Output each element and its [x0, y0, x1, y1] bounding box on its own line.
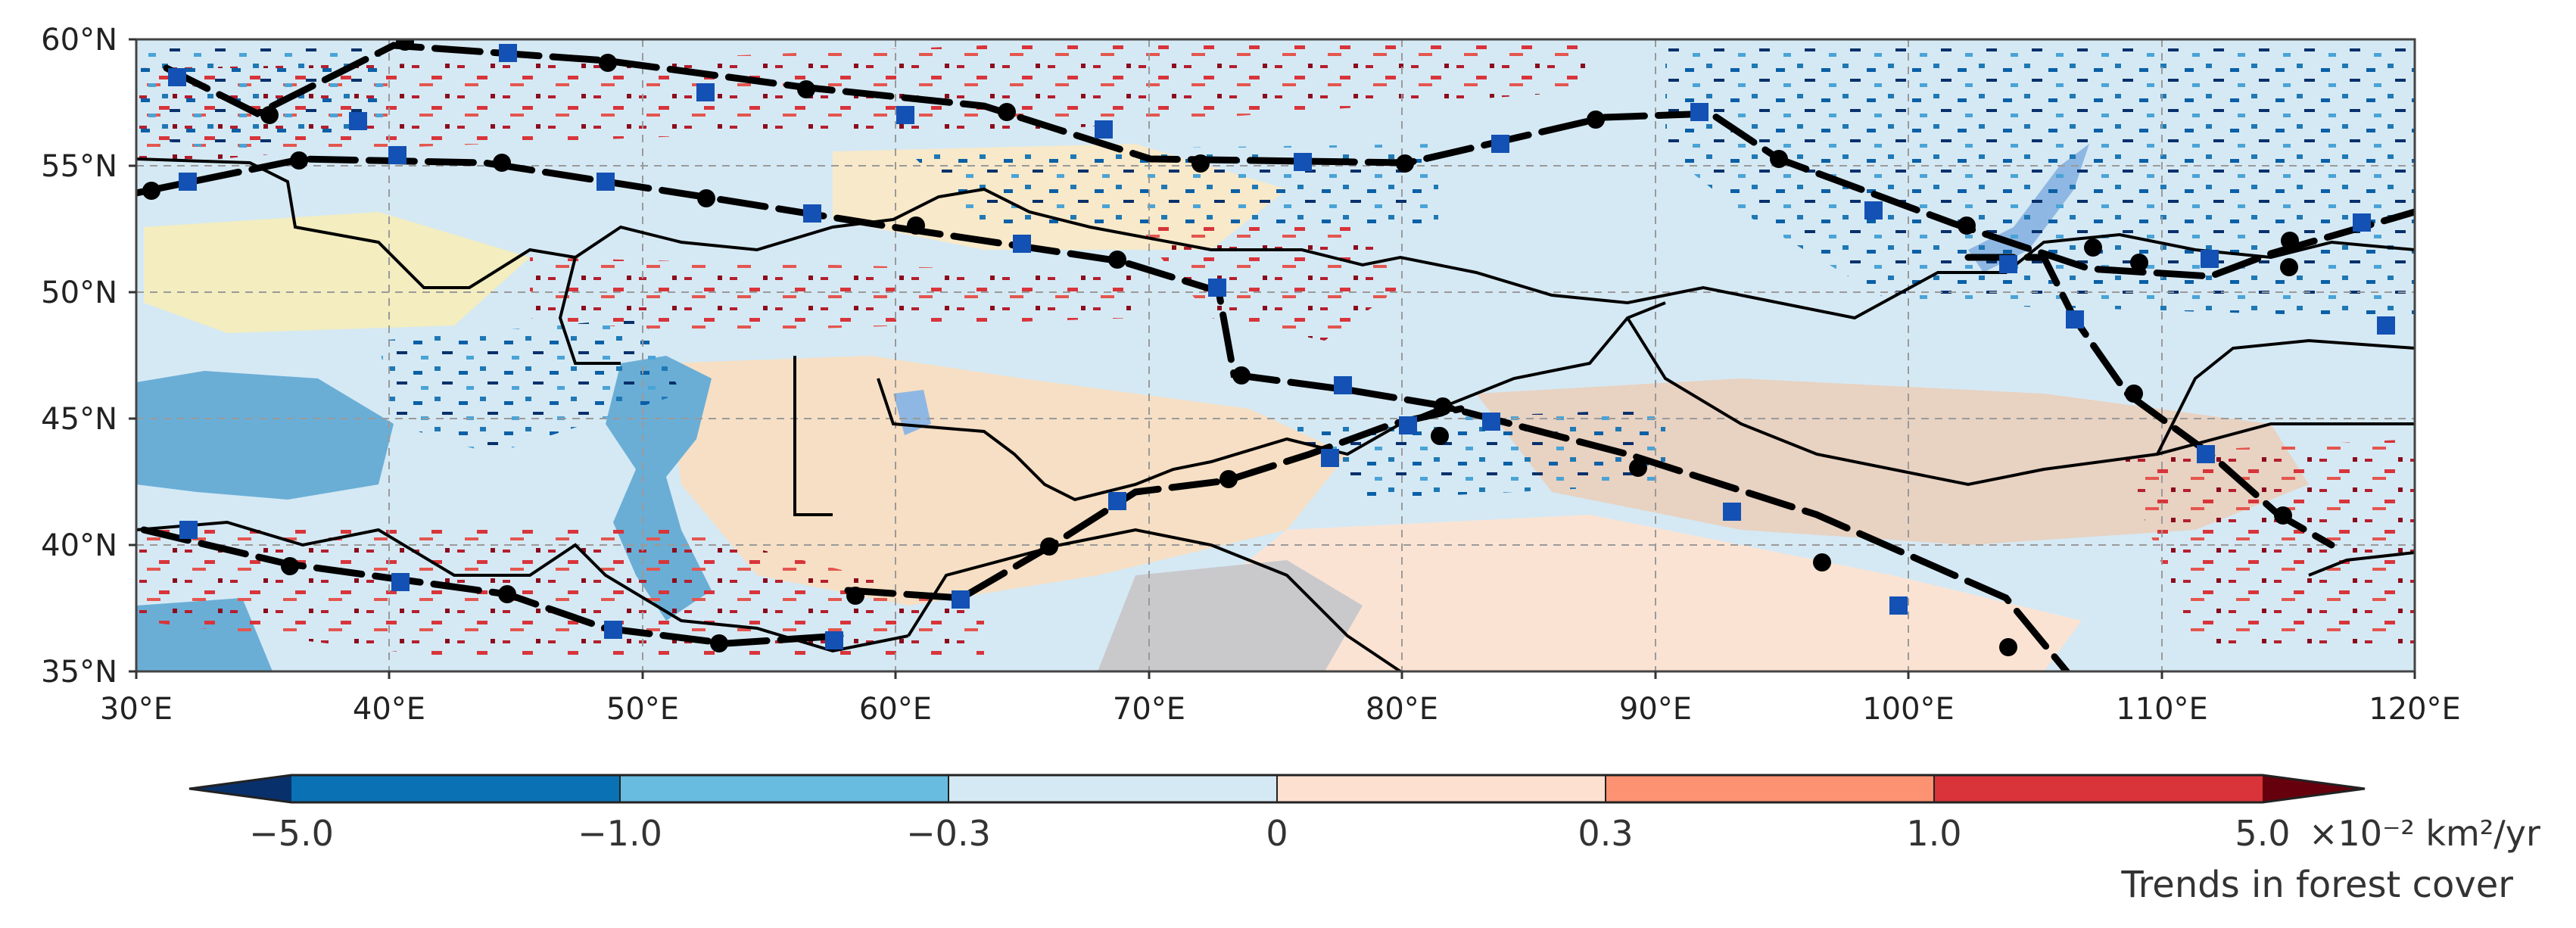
lat-tick-label: 60°N: [41, 23, 117, 58]
blue-band-caucasus: [378, 318, 681, 454]
route-central-south: [844, 405, 1465, 602]
gridlines: [136, 39, 2415, 671]
latitude-axis: 60°N 55°N 50°N 45°N 40°N 35°N: [41, 23, 136, 690]
colorbar-tick-label: −1.0: [578, 813, 662, 854]
colorbar-caption: Trends in forest cover: [2120, 864, 2513, 906]
lon-tick-label: 60°E: [859, 692, 932, 727]
colorbar-extend-high: [2263, 775, 2365, 802]
tarim-desert-zone: [1476, 378, 2309, 545]
lat-tick-label: 55°N: [41, 149, 117, 184]
colorbar-extend-low: [189, 775, 291, 802]
colorbar: −5.0 −1.0 −0.3 0 0.3 1.0 5.0 ×10⁻² km²/y…: [188, 774, 2540, 906]
colorbar-segment: [1277, 775, 1606, 802]
lon-tick-label: 110°E: [2116, 692, 2208, 727]
blue-band-northeast: [1665, 45, 2415, 318]
southern-warm-zone: [1173, 515, 2082, 671]
lat-tick-label: 50°N: [41, 276, 117, 310]
colorbar-unit-label: ×10⁻² km²/yr: [2309, 813, 2540, 854]
red-band-central: [530, 257, 1135, 333]
route-south: [140, 526, 844, 647]
west-yellow-zone: [144, 212, 530, 333]
red-band-south: [136, 530, 984, 659]
colorbar-tick-label: −5.0: [249, 813, 334, 854]
colorbar-tick-label: −0.3: [906, 813, 991, 854]
lon-tick-label: 100°E: [1862, 692, 1955, 727]
colorbar-segment: [1934, 775, 2263, 802]
blue-band-west: [136, 45, 394, 151]
colorbar-tick-label: 5.0: [2235, 813, 2290, 854]
square-markers: [168, 44, 2395, 649]
lon-tick-label: 30°E: [100, 692, 173, 727]
colorbar-tick-label: 0: [1266, 813, 1288, 854]
lat-tick-label: 45°N: [41, 402, 117, 437]
colorbar-segment: [1606, 775, 1934, 802]
colorbar-outline: [188, 774, 2366, 804]
lat-tick-label: 40°N: [41, 528, 117, 563]
longitude-axis: 30°E 40°E 50°E 60°E 70°E 80°E 90°E 100°E…: [100, 671, 2461, 727]
colorbar-segment: [948, 775, 1277, 802]
colorbar-segment: [291, 775, 620, 802]
lon-tick-label: 40°E: [353, 692, 425, 727]
black-sea: [136, 371, 394, 500]
red-band-kazakh: [1135, 227, 1400, 341]
himalaya-grey-zone: [1098, 560, 1363, 671]
red-band-north: [136, 45, 1590, 167]
map-frame: [135, 38, 2416, 673]
map-panel: [135, 38, 2416, 673]
lon-tick-label: 80°E: [1366, 692, 1438, 727]
lon-tick-label: 90°E: [1619, 692, 1692, 727]
lon-tick-label: 120°E: [2369, 692, 2461, 727]
colorbar-tick-label: 1.0: [1906, 813, 1961, 854]
lat-tick-label: 35°N: [41, 655, 117, 690]
lon-tick-label: 50°E: [606, 692, 679, 727]
colorbar-segment: [620, 775, 948, 802]
lon-tick-label: 70°E: [1113, 692, 1185, 727]
circle-markers: [142, 39, 2299, 656]
route-middle: [136, 155, 2070, 671]
map-raster: [136, 39, 2415, 671]
colorbar-tick-label: 0.3: [1578, 813, 1633, 854]
